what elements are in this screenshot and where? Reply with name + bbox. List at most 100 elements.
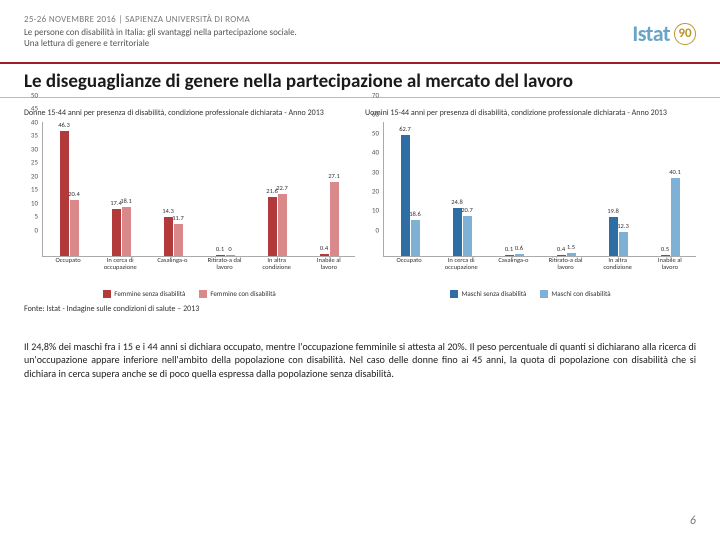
bar-value-label: 18.1 bbox=[120, 197, 132, 205]
bar: 62.7 bbox=[401, 135, 410, 256]
bar: 27.1 bbox=[330, 182, 339, 255]
chart-women-xlabels: OccupatoIn cerca di occupazioneCasalinga… bbox=[42, 257, 355, 287]
x-category-label: Occupato bbox=[48, 257, 88, 287]
chart-women-legend: Femmine senza disabilità Femmine con dis… bbox=[24, 289, 355, 298]
chart-women-area: 05101520253035404550 46.320.417.418.114.… bbox=[24, 122, 355, 287]
swatch-icon bbox=[450, 290, 458, 298]
bar: 20.4 bbox=[70, 200, 79, 255]
bar-group: 0.540.1 bbox=[661, 178, 680, 255]
x-category-label: Ritirato-a dal lavoro bbox=[205, 257, 245, 287]
chart-men-groups: 62.718.624.820.70.10.60.41.519.812.30.54… bbox=[384, 122, 696, 256]
x-category-label: In cerca di occupazione bbox=[100, 257, 140, 287]
body-paragraph: Il 24,8% dei maschi fra i 15 e i 44 anni… bbox=[0, 318, 720, 381]
x-category-label: In altra condizione bbox=[598, 257, 638, 287]
x-category-label: Inabile al lavoro bbox=[309, 257, 349, 287]
bar-group: 19.812.3 bbox=[609, 217, 628, 255]
bar: 24.8 bbox=[453, 208, 462, 256]
bar: 18.6 bbox=[411, 220, 420, 256]
chart-women-title: Donne 15-44 anni per presenza di disabil… bbox=[24, 108, 355, 118]
bar: 20.7 bbox=[463, 216, 472, 256]
bar-value-label: 0 bbox=[228, 245, 231, 253]
bar-group: 62.718.6 bbox=[401, 135, 420, 256]
bar-group: 0.427.1 bbox=[320, 182, 339, 255]
chart-men-title: Uomini 15-44 anni per presenza di disabi… bbox=[365, 108, 696, 118]
header-subtitle-1: Le persone con disabilità in Italia: gli… bbox=[24, 27, 696, 38]
y-tick: 35 bbox=[31, 131, 38, 140]
y-tick: 40 bbox=[31, 117, 38, 126]
y-tick: 0 bbox=[375, 225, 379, 234]
header-subtitle-2: Una lettura di genere e territoriale bbox=[24, 38, 696, 49]
bar-group: 14.311.7 bbox=[164, 217, 183, 256]
chart-women-plot: 46.320.417.418.114.311.70.1021.622.70.42… bbox=[42, 122, 355, 257]
chart-women: Donne 15-44 anni per presenza di disabil… bbox=[24, 108, 355, 298]
charts-row: Donne 15-44 anni per presenza di disabil… bbox=[0, 98, 720, 300]
bar-value-label: 46.3 bbox=[58, 121, 70, 129]
y-tick: 30 bbox=[372, 167, 379, 176]
chart-men-area: 010203040506070 62.718.624.820.70.10.60.… bbox=[365, 122, 696, 287]
y-tick: 15 bbox=[31, 185, 38, 194]
legend-item: Femmine con disabilità bbox=[199, 289, 275, 298]
bar-value-label: 24.8 bbox=[451, 198, 463, 206]
chart-women-groups: 46.320.417.418.114.311.70.1021.622.70.42… bbox=[43, 122, 355, 256]
logo-wordmark: Istat bbox=[632, 20, 670, 47]
bar-value-label: 20.7 bbox=[461, 206, 473, 214]
bar-value-label: 18.6 bbox=[409, 210, 421, 218]
bar-value-label: 0.1 bbox=[505, 245, 513, 253]
legend-label: Femmine senza disabilità bbox=[114, 289, 185, 298]
legend-item: Femmine senza disabilità bbox=[103, 289, 185, 298]
bar-value-label: 27.1 bbox=[328, 172, 340, 180]
swatch-icon bbox=[540, 290, 548, 298]
x-category-label: In altra condizione bbox=[257, 257, 297, 287]
chart-men: Uomini 15-44 anni per presenza di disabi… bbox=[365, 108, 696, 298]
bar: 18.1 bbox=[122, 207, 131, 256]
y-tick: 10 bbox=[372, 206, 379, 215]
y-tick: 40 bbox=[372, 148, 379, 157]
y-tick: 10 bbox=[31, 198, 38, 207]
bar: 14.3 bbox=[164, 217, 173, 256]
bar-value-label: 0.4 bbox=[557, 245, 565, 253]
y-tick: 45 bbox=[31, 104, 38, 113]
y-tick: 20 bbox=[31, 171, 38, 180]
bar-group: 46.320.4 bbox=[60, 131, 79, 256]
brand-logo: Istat 90 bbox=[632, 20, 696, 47]
chart-men-xlabels: Occupato In cerca di occupazione Casalinga… bbox=[383, 257, 696, 287]
slide-header: 25-26 NOVEMBRE 2016 | SAPIENZA UNIVERSIT… bbox=[0, 0, 720, 56]
bar-value-label: 0.6 bbox=[515, 244, 523, 252]
legend-label: Femmine con disabilità bbox=[210, 289, 275, 298]
bar-value-label: 0.1 bbox=[216, 245, 224, 253]
bar-group: 17.418.1 bbox=[112, 207, 131, 256]
x-category-label: Casalinga-o bbox=[493, 257, 533, 287]
slide-title: Le diseguaglianze di genere nella partec… bbox=[0, 64, 720, 98]
bar-value-label: 0.5 bbox=[661, 245, 669, 253]
bar-value-label: 19.8 bbox=[607, 207, 619, 215]
bar: 22.7 bbox=[278, 194, 287, 255]
y-tick: 30 bbox=[31, 144, 38, 153]
chart-women-yaxis: 05101520253035404550 bbox=[24, 122, 40, 269]
y-tick: 0 bbox=[34, 225, 38, 234]
bar-value-label: 40.1 bbox=[669, 168, 681, 176]
y-tick: 60 bbox=[372, 109, 379, 118]
header-date-location: 25-26 NOVEMBRE 2016 | SAPIENZA UNIVERSIT… bbox=[24, 14, 696, 25]
x-category-label: Ritirato-a dal lavoro bbox=[546, 257, 586, 287]
bar-value-label: 1.5 bbox=[567, 243, 575, 251]
x-category-label: In cerca di occupazione bbox=[441, 257, 481, 287]
bar-value-label: 20.4 bbox=[68, 190, 80, 198]
legend-item: Maschi senza disabilità bbox=[450, 289, 526, 298]
chart-men-legend: Maschi senza disabilità Maschi con disab… bbox=[365, 289, 696, 298]
bar: 17.4 bbox=[112, 209, 121, 256]
bar: 46.3 bbox=[60, 131, 69, 256]
y-tick: 25 bbox=[31, 158, 38, 167]
chart-men-plot: 62.718.624.820.70.10.60.41.519.812.30.54… bbox=[383, 122, 696, 257]
x-category-label: Occupato bbox=[389, 257, 429, 287]
y-tick: 5 bbox=[34, 212, 38, 221]
swatch-icon bbox=[199, 290, 207, 298]
y-tick: 70 bbox=[372, 90, 379, 99]
legend-label: Maschi con disabilità bbox=[551, 289, 610, 298]
legend-label: Maschi senza disabilità bbox=[461, 289, 526, 298]
bar: 19.8 bbox=[609, 217, 618, 255]
bar-value-label: 12.3 bbox=[617, 222, 629, 230]
bar-value-label: 22.7 bbox=[276, 184, 288, 192]
page-number: 6 bbox=[690, 514, 696, 528]
logo-badge: 90 bbox=[674, 23, 696, 45]
bar-value-label: 0.4 bbox=[320, 244, 328, 252]
